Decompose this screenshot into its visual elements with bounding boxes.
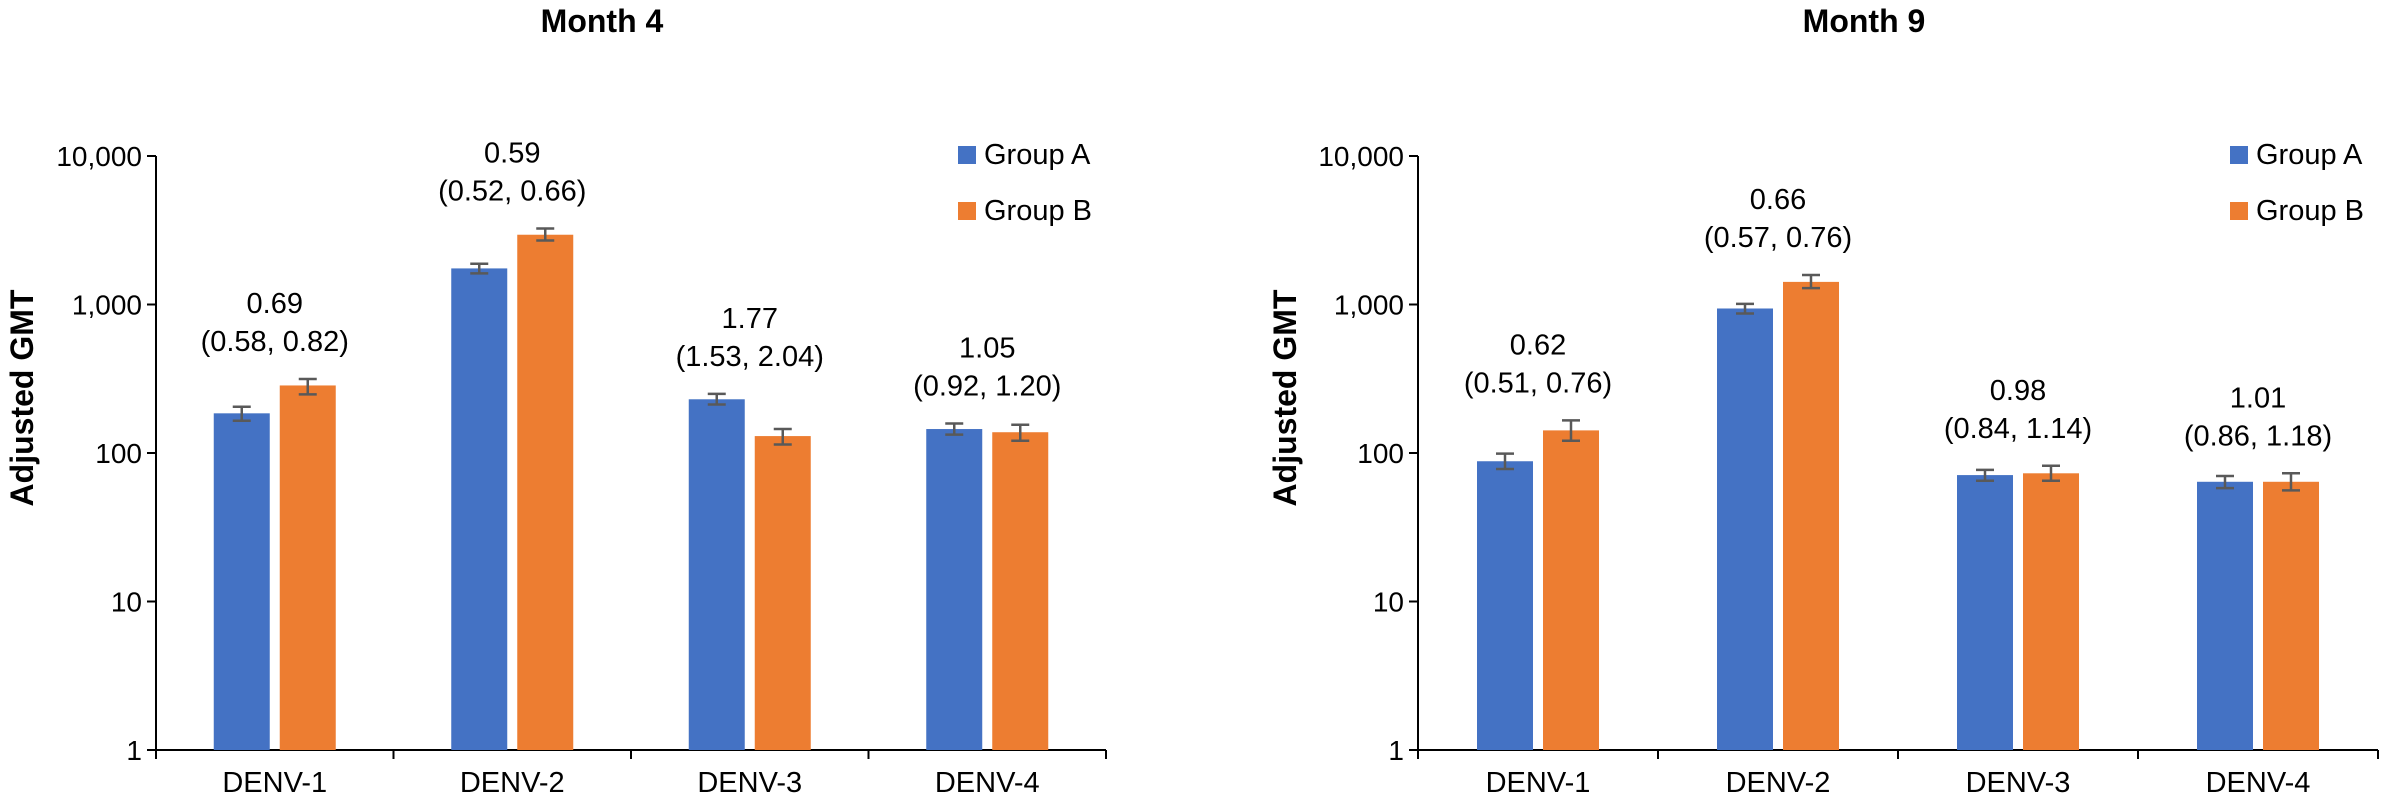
y-tick-label: 100 <box>1357 438 1404 469</box>
y-tick-label: 1 <box>126 735 142 766</box>
bar-group-a <box>2197 481 2253 750</box>
chart-panel-month-9: Month 9 Adjusted GMT 1 10 100 1,000 10,000 DE… <box>1267 3 2379 799</box>
ratio-annotation-value: 0.98 <box>1990 375 2046 407</box>
legend-label: Group B <box>2256 195 2364 227</box>
bar-group-a <box>688 399 745 750</box>
y-tick-label: 1,000 <box>72 290 142 321</box>
y-tick-label: 10,000 <box>1318 141 1404 172</box>
legend-label: Group B <box>984 195 1092 227</box>
ratio-annotation-value: 0.66 <box>1750 184 1806 216</box>
chart-panel-month-4: Month 4 Adjusted GMT 1 10 100 1,000 10,000 DE… <box>4 3 1107 799</box>
bar-group-a <box>1477 461 1533 750</box>
ratio-annotation-ci: (0.84, 1.14) <box>1944 413 2092 445</box>
bar-group-a <box>451 268 508 750</box>
x-tick-label: DENV-4 <box>935 767 1040 799</box>
chart-title: Month 9 <box>1803 3 1926 39</box>
x-tick-label: DENV-1 <box>1486 767 1591 799</box>
bar-group-b <box>2023 473 2079 750</box>
bar-group-b <box>279 385 336 750</box>
bar-group-a <box>1957 475 2013 750</box>
x-tick-label: DENV-3 <box>697 767 802 799</box>
ratio-annotation-value: 1.05 <box>959 332 1015 364</box>
chart-title: Month 4 <box>541 3 664 39</box>
bar-group-b <box>1783 281 1839 750</box>
bar-group-b <box>992 432 1049 750</box>
y-tick-label: 1 <box>1388 735 1404 766</box>
ratio-annotation-value: 0.69 <box>247 288 303 320</box>
y-tick-label: 100 <box>95 438 142 469</box>
x-tick-label: DENV-2 <box>1726 767 1831 799</box>
y-tick-label: 10 <box>111 587 142 618</box>
y-tick-label: 10 <box>1373 587 1404 618</box>
y-axis-label: Adjusted GMT <box>4 289 40 506</box>
bar-group-a <box>1717 308 1773 750</box>
bar-group-b <box>754 436 811 750</box>
ratio-annotation-ci: (0.51, 0.76) <box>1464 367 1612 399</box>
bar-group-b <box>1543 430 1599 750</box>
legend-swatch <box>958 202 976 220</box>
ratio-annotation-value: 0.62 <box>1510 329 1566 361</box>
x-tick-label: DENV-3 <box>1966 767 2071 799</box>
ratio-annotation-ci: (0.92, 1.20) <box>913 370 1061 402</box>
y-tick-label: 1,000 <box>1334 290 1404 321</box>
x-tick-label: DENV-2 <box>460 767 565 799</box>
ratio-annotation-ci: (0.52, 0.66) <box>438 175 586 207</box>
x-tick-label: DENV-4 <box>2206 767 2311 799</box>
legend-label: Group A <box>2256 139 2363 171</box>
legend-swatch <box>2230 202 2248 220</box>
x-tick-label: DENV-1 <box>222 767 327 799</box>
ratio-annotation-value: 1.01 <box>2230 382 2286 414</box>
ratio-annotation-value: 1.77 <box>722 303 778 335</box>
bar-group-a <box>926 429 983 750</box>
y-tick-label: 10,000 <box>56 141 142 172</box>
legend-swatch <box>2230 146 2248 164</box>
ratio-annotation-ci: (0.57, 0.76) <box>1704 222 1852 254</box>
bar-group-b <box>2263 481 2319 750</box>
legend-swatch <box>958 146 976 164</box>
bar-group-b <box>517 234 574 750</box>
ratio-annotation-ci: (1.53, 2.04) <box>676 341 824 373</box>
bar-group-a <box>213 413 270 750</box>
ratio-annotation-ci: (0.58, 0.82) <box>201 326 349 358</box>
y-axis-label: Adjusted GMT <box>1267 289 1303 506</box>
legend-label: Group A <box>984 139 1091 171</box>
ratio-annotation-value: 0.59 <box>484 137 540 169</box>
ratio-annotation-ci: (0.86, 1.18) <box>2184 420 2332 452</box>
